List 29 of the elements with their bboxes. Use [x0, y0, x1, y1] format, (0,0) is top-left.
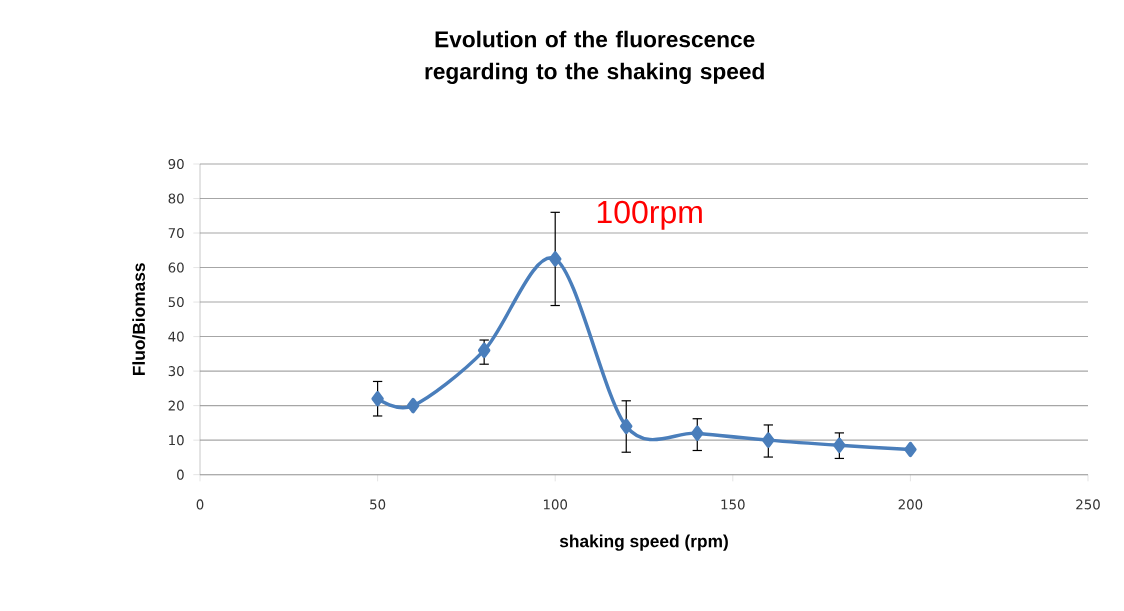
x-tick-label: 50 [370, 499, 386, 510]
point [620, 418, 633, 435]
point [477, 342, 491, 359]
x-tick-label: 100 [543, 499, 568, 510]
y-tick-label: 50 [168, 297, 184, 308]
annotation: 100rpm [597, 200, 702, 230]
x-tick-label: 250 [1076, 499, 1100, 510]
point [833, 437, 846, 454]
point [371, 391, 384, 407]
x-tick-label: 0 [196, 499, 204, 510]
point [406, 398, 420, 414]
point [904, 441, 917, 458]
point [762, 432, 775, 449]
y-tick-label: 90 [168, 159, 184, 170]
y-tick-label: 70 [168, 228, 184, 239]
x-tick-label: 150 [721, 499, 745, 510]
x-tick-label: 200 [898, 499, 923, 510]
y-axis-title: Fluo/Biomass [132, 263, 146, 376]
chart-title: Evolution of the fluorescence regarding to the shaking speed [425, 30, 764, 85]
y-tick-label: 0 [177, 469, 184, 480]
y-tick-label: 10 [169, 435, 184, 446]
point [691, 425, 704, 442]
y-tick-label: 30 [168, 366, 184, 377]
y-tick-label: 40 [168, 331, 184, 342]
point [548, 251, 562, 267]
x-axis-title: shaking speed (rpm) [559, 534, 728, 552]
y-tick-label: 60 [168, 262, 184, 273]
y-tick-label: 80 [168, 193, 184, 204]
y-tick-label: 20 [168, 400, 184, 411]
